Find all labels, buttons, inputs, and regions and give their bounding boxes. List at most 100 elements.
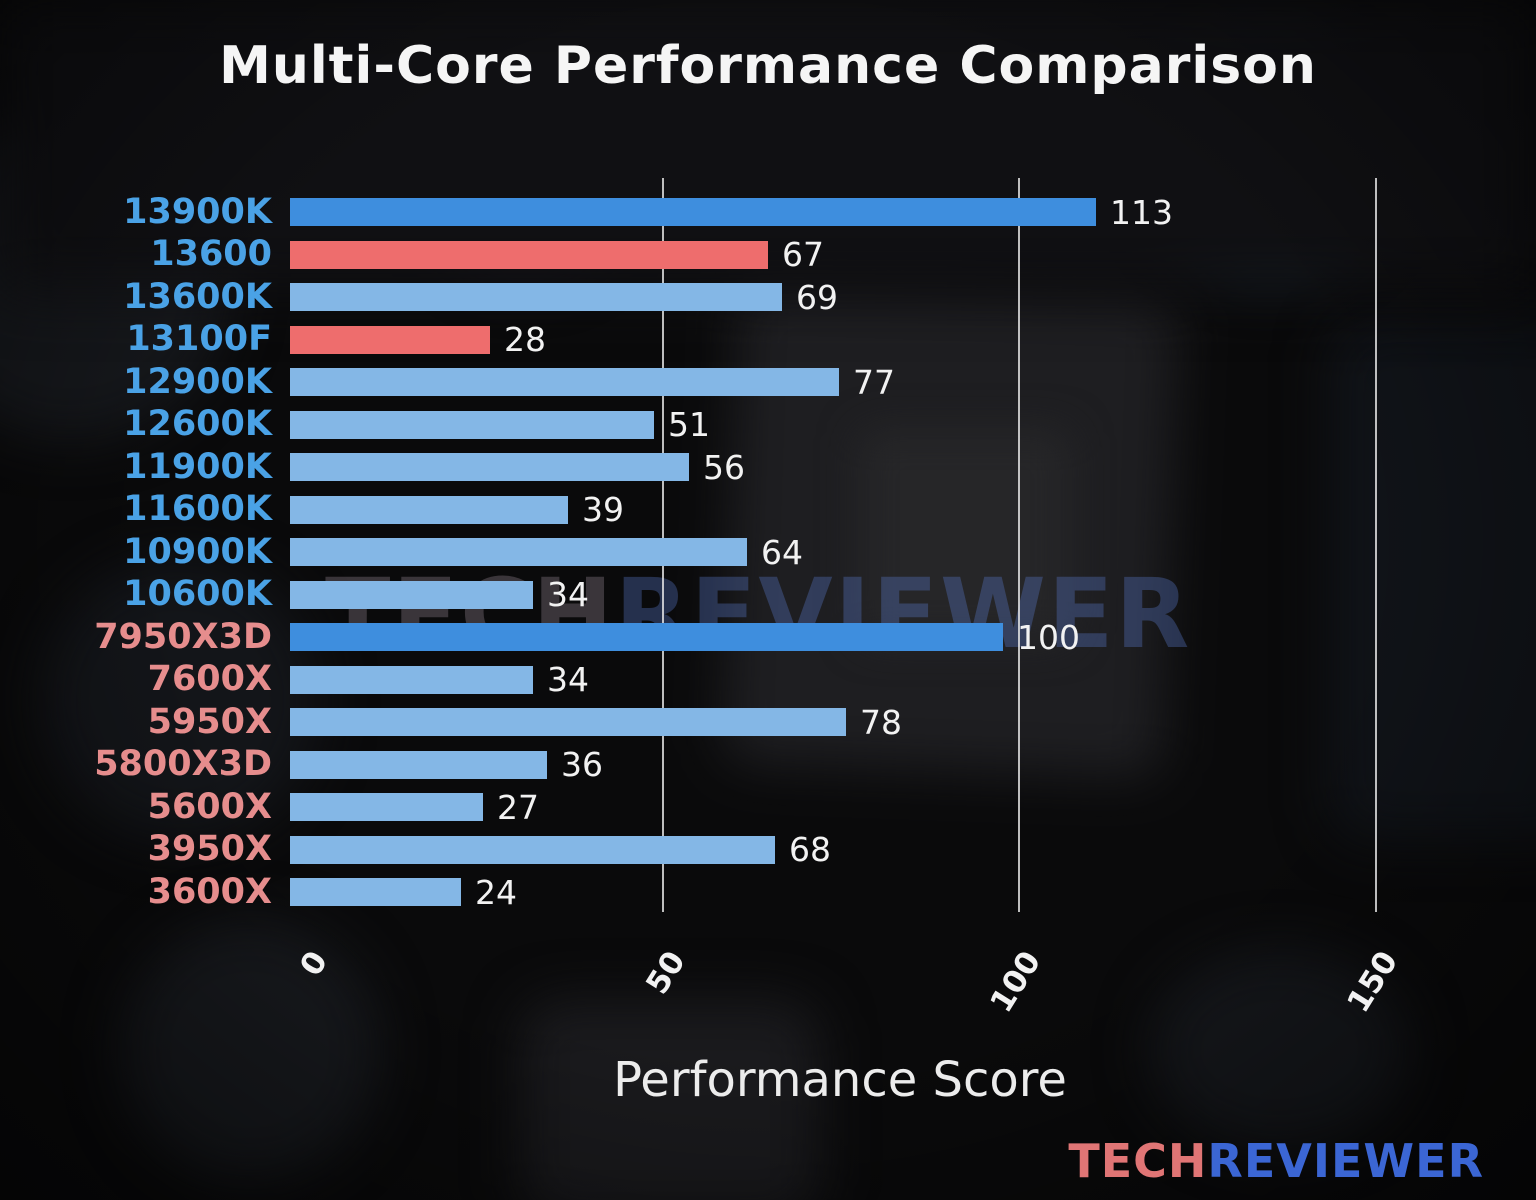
category-label: 10600K: [123, 574, 272, 614]
value-label: 34: [547, 660, 589, 699]
category-label: 5800X3D: [94, 744, 272, 784]
category-label: 5600X: [147, 786, 272, 827]
bar-track: 78: [290, 702, 1536, 742]
bar-row: 13900K 113: [0, 192, 1536, 232]
bar: [290, 580, 533, 609]
category-label: 3950X: [147, 829, 272, 869]
logo-tech: TECH: [1068, 1134, 1208, 1188]
bar: [290, 325, 490, 354]
bar-track: 100: [290, 617, 1536, 657]
x-tick-label: 0: [293, 945, 336, 983]
x-tick: 100: [888, 945, 1049, 1019]
value-label: 100: [1017, 617, 1080, 657]
bar-row: 11600K 39: [0, 490, 1536, 530]
value-label: 27: [497, 787, 539, 827]
category-label: 12900K: [123, 361, 272, 402]
x-tick-label: 100: [983, 945, 1049, 1019]
x-tick-label: 50: [639, 945, 693, 1001]
bar: [290, 368, 839, 396]
bar: [290, 708, 846, 736]
category-label: 13600: [150, 234, 272, 274]
bar: [290, 495, 568, 524]
value-label: 39: [582, 490, 624, 529]
gridline: [1018, 178, 1020, 912]
value-label: 68: [789, 830, 831, 869]
bar: [290, 198, 1096, 226]
value-label: 51: [668, 405, 710, 444]
bar-track: 34: [290, 660, 1536, 700]
bar-row: 13600 67: [0, 235, 1536, 275]
bar-row: 5600X 27: [0, 787, 1536, 827]
x-axis-ticks: 0 50 100 150: [0, 945, 1536, 1055]
x-axis-label: Performance Score: [613, 1052, 1067, 1108]
bar-row: 3600X 24: [0, 872, 1536, 912]
category-label: 12600K: [123, 404, 272, 444]
category-label: 13600K: [123, 276, 272, 317]
bar: [290, 240, 768, 269]
bar-track: 28: [290, 320, 1536, 360]
category-label: 5950X: [147, 701, 272, 742]
value-label: 56: [703, 447, 745, 487]
category-label: 7600X: [147, 659, 272, 699]
bar-track: 39: [290, 490, 1536, 530]
bar-row: 10900K 64: [0, 532, 1536, 572]
bar: [290, 750, 547, 779]
bar-row: 3950X 68: [0, 830, 1536, 870]
bar-track: 68: [290, 830, 1536, 870]
bar: [290, 623, 1003, 651]
value-label: 77: [853, 362, 895, 402]
logo-reviewer: REVIEWER: [1207, 1134, 1484, 1188]
bar-rows: 13900K 113 13600 67 13600K 69 13100F 28 12900K 77…: [0, 192, 1536, 912]
plot-area: 13900K 113 13600 67 13600K 69 13100F 28 12900K 77…: [0, 178, 1536, 912]
value-label: 67: [782, 235, 824, 274]
x-tick: 150: [1245, 945, 1406, 1019]
bar-track: 77: [290, 362, 1536, 402]
x-tick: 0: [175, 945, 336, 982]
category-label: 11900K: [123, 446, 272, 487]
bar-track: 56: [290, 447, 1536, 487]
value-label: 69: [796, 277, 838, 317]
bar-row: 7600X 34: [0, 660, 1536, 700]
value-label: 28: [504, 320, 546, 359]
category-label: 10900K: [123, 531, 272, 572]
bar: [290, 283, 782, 311]
category-label: 13100F: [126, 319, 272, 359]
value-label: 64: [761, 532, 803, 572]
value-label: 78: [860, 702, 902, 742]
value-label: 34: [547, 575, 589, 614]
bar-track: 113: [290, 192, 1536, 232]
value-label: 36: [561, 745, 603, 784]
bar-track: 34: [290, 575, 1536, 615]
bar-track: 64: [290, 532, 1536, 572]
bar-row: 5800X3D 36: [0, 745, 1536, 785]
bar-row: 12600K 51: [0, 405, 1536, 445]
value-label: 24: [475, 872, 517, 912]
bar-row: 11900K 56: [0, 447, 1536, 487]
bar: [290, 453, 689, 481]
techreviewer-logo: TECHREVIEWER: [1068, 1134, 1484, 1188]
bar: [290, 538, 747, 566]
bar-row: 13600K 69: [0, 277, 1536, 317]
gridline: [1375, 178, 1377, 912]
category-label: 11600K: [123, 489, 272, 529]
bar-row: 12900K 77: [0, 362, 1536, 402]
bar-track: 27: [290, 787, 1536, 827]
chart-title: Multi-Core Performance Comparison: [219, 36, 1317, 96]
bar-row: 7950X3D 100: [0, 617, 1536, 657]
x-tick: 50: [532, 945, 692, 1001]
bar-track: 67: [290, 235, 1536, 275]
category-label: 7950X3D: [94, 616, 272, 657]
bar: [290, 410, 654, 439]
bar-row: 10600K 34: [0, 575, 1536, 615]
bar-row: 5950X 78: [0, 702, 1536, 742]
bar-track: 36: [290, 745, 1536, 785]
bar-track: 69: [290, 277, 1536, 317]
bar-row: 13100F 28: [0, 320, 1536, 360]
bar: [290, 878, 461, 906]
category-label: 3600X: [147, 871, 272, 912]
bar: [290, 793, 483, 821]
category-label: 13900K: [123, 191, 272, 232]
bar: [290, 835, 775, 864]
